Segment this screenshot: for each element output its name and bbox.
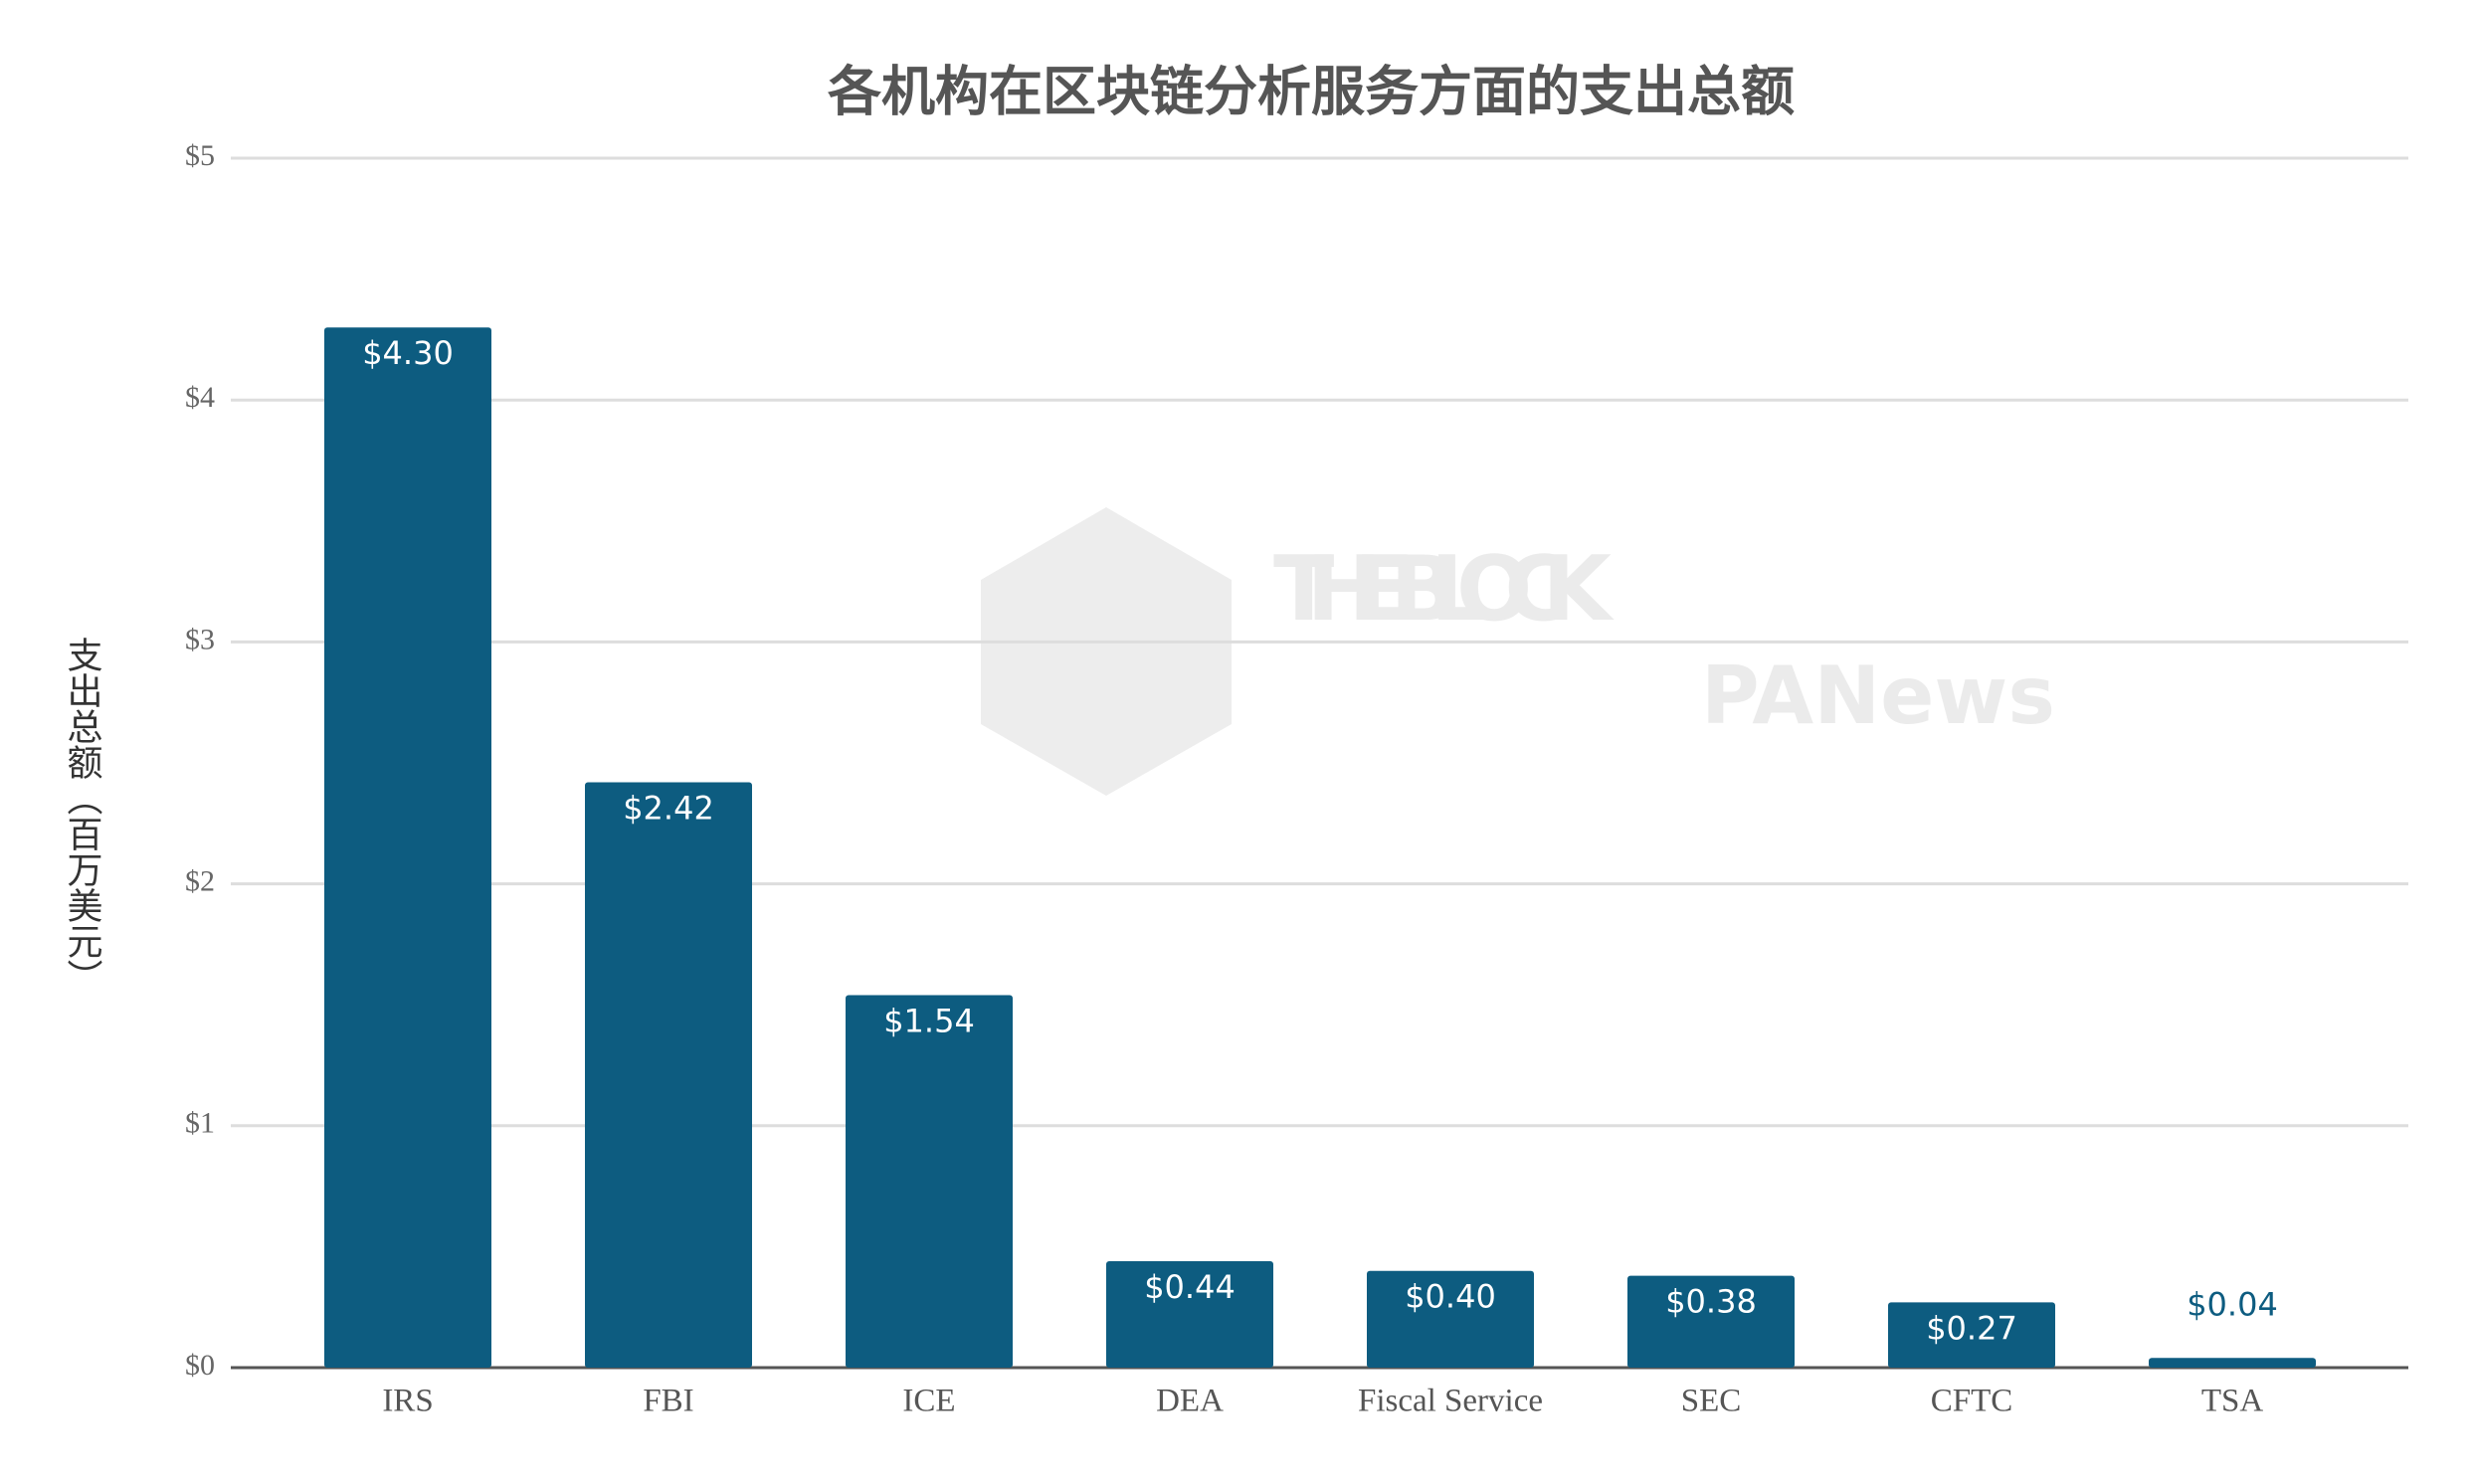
y-axis-label: 支出总额（百万美元） — [62, 637, 103, 995]
chart-title: 各机构在区块链分析服务方面的支出总额 — [828, 61, 1795, 123]
bar — [2149, 1358, 2316, 1368]
y-tick-label: $3 — [185, 623, 215, 655]
x-tick-label: TSA — [2201, 1384, 2264, 1419]
value-label: $0.44 — [1144, 1268, 1236, 1306]
watermark-text: PANews — [1701, 649, 2055, 742]
y-tick-label: $4 — [185, 381, 215, 414]
value-label: $0.38 — [1665, 1283, 1757, 1321]
value-label: $0.27 — [1926, 1309, 2017, 1347]
y-tick-label: $0 — [185, 1349, 215, 1382]
x-tick-label: FBI — [643, 1384, 693, 1419]
x-tick-label: IRS — [382, 1384, 433, 1419]
bar — [585, 782, 752, 1368]
y-tick-label: $2 — [185, 864, 215, 897]
bar — [1106, 1260, 1273, 1368]
x-tick-label: Fiscal Service — [1358, 1384, 1543, 1419]
value-label: $4.30 — [362, 334, 454, 372]
watermark-logo — [981, 507, 1232, 796]
watermark: THE BLOCK PANews — [981, 507, 2055, 796]
bar — [324, 327, 491, 1368]
x-tick-label: CFTC — [1931, 1384, 2013, 1419]
watermark-text: THE BLOCK — [1273, 537, 1615, 642]
y-tick-label: $1 — [185, 1107, 215, 1140]
value-label: $0.40 — [1405, 1278, 1496, 1316]
bar — [1367, 1270, 1534, 1368]
bar — [1888, 1302, 2055, 1368]
x-tick-label: SEC — [1681, 1384, 1742, 1419]
x-tick-label: ICE — [902, 1384, 955, 1419]
value-label: $1.54 — [883, 1002, 975, 1039]
value-label: $0.04 — [2187, 1285, 2278, 1323]
bar — [1627, 1275, 1795, 1368]
bar — [846, 995, 1013, 1368]
y-tick-label: $5 — [185, 139, 215, 172]
value-label: $2.42 — [623, 789, 714, 827]
x-tick-label: DEA — [1156, 1384, 1224, 1419]
